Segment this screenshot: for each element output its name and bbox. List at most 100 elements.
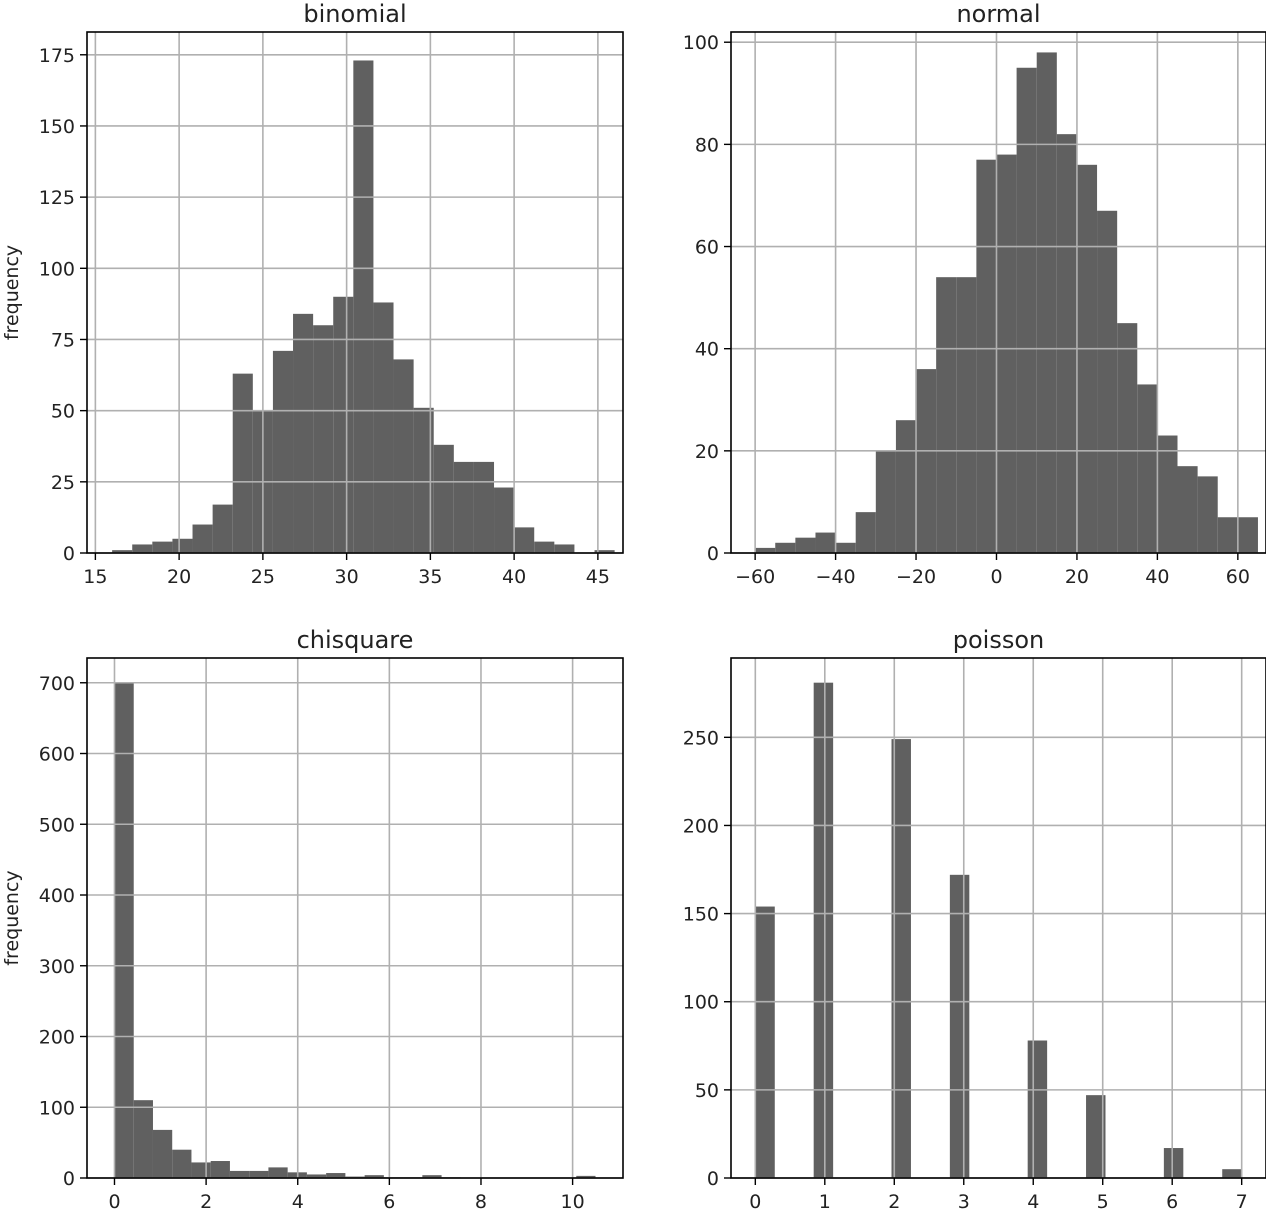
x-tick-label: 35 xyxy=(418,566,442,588)
x-tick-label: 30 xyxy=(335,566,359,588)
histogram-bar xyxy=(514,527,535,553)
histogram-bar xyxy=(306,1174,327,1178)
histogram-bar xyxy=(875,450,896,553)
histogram-bar xyxy=(1097,210,1118,553)
y-tick-label: 300 xyxy=(39,956,75,978)
histogram-bar xyxy=(413,407,434,553)
histogram-bar xyxy=(333,296,354,553)
y-tick-label: 50 xyxy=(51,401,75,423)
histogram-bar xyxy=(1197,476,1218,553)
panel-chisquare: 0 2 4 6 8 100100200300400500600700chisquarefr… xyxy=(1,626,624,1210)
histogram-bar xyxy=(1137,384,1158,553)
histogram-bar xyxy=(210,1161,230,1178)
x-tick-label: 60 xyxy=(1226,566,1250,588)
histogram-bar xyxy=(855,512,876,553)
histogram-bar xyxy=(229,1170,250,1178)
y-tick-label: 100 xyxy=(39,258,75,280)
x-tick-label: −40 xyxy=(816,566,856,588)
x-tick-label: −60 xyxy=(735,566,775,588)
y-tick-label: 0 xyxy=(707,1168,719,1190)
y-tick-label: 100 xyxy=(683,992,719,1014)
x-tick-label: 0 xyxy=(108,1191,120,1210)
histogram-bar xyxy=(433,444,454,553)
histogram-bar xyxy=(192,524,213,553)
histogram-bar xyxy=(949,874,970,1178)
x-tick-label: 6 xyxy=(383,1191,395,1210)
y-tick-label: 150 xyxy=(683,904,719,926)
panel-binomial: 15 20 25 30 35 40 45 0 25 50 75 100 125 150 175 binomia… xyxy=(1,0,624,588)
histogram-bar xyxy=(1036,52,1057,554)
bars xyxy=(755,52,1258,554)
histogram-bar xyxy=(576,1175,596,1178)
histogram-bar xyxy=(1117,323,1138,553)
histogram-bar xyxy=(976,159,997,553)
y-tick-label: 600 xyxy=(39,744,75,766)
y-tick-label: 100 xyxy=(39,1097,75,1119)
y-tick-label: 80 xyxy=(695,134,719,156)
x-tick-label: 8 xyxy=(475,1191,487,1210)
histogram-bar xyxy=(936,277,957,553)
bars xyxy=(112,60,615,554)
y-tick-label: 150 xyxy=(39,116,75,138)
histogram-bar xyxy=(191,1162,211,1178)
histogram-bar xyxy=(373,302,394,553)
y-tick-label: 700 xyxy=(39,673,75,695)
y-tick-label: 75 xyxy=(51,329,75,351)
y-tick-label: 100 xyxy=(683,32,719,54)
y-tick-label: 0 xyxy=(63,1168,75,1190)
y-tick-label: 60 xyxy=(695,237,719,259)
histogram-bar xyxy=(326,1173,346,1178)
chart-title: chisquare xyxy=(297,626,414,654)
axes-frame xyxy=(730,657,1266,1179)
x-tick-label: −20 xyxy=(896,566,936,588)
histogram-bar xyxy=(1056,134,1077,553)
histogram-bar xyxy=(268,1167,288,1178)
bars xyxy=(755,682,1242,1178)
histogram-bar xyxy=(755,547,776,553)
x-tick-label: 6 xyxy=(1166,1191,1178,1210)
chart-title: binomial xyxy=(303,0,406,28)
histogram-bar xyxy=(353,60,374,554)
histogram-bar xyxy=(594,550,615,553)
chart-title: poisson xyxy=(953,626,1045,654)
y-tick-label: 200 xyxy=(683,815,719,837)
x-tick-label: 7 xyxy=(1236,1191,1248,1210)
histogram-bar xyxy=(132,544,153,553)
histogram-bar xyxy=(114,682,134,1178)
panel-normal: −60 −40 −20 0 20 40 60 0 20 40 60 80 100 normal xyxy=(683,0,1266,588)
y-tick-label: 40 xyxy=(695,339,719,361)
histogram-bar xyxy=(1217,517,1238,553)
x-tick-label: 10 xyxy=(561,1191,585,1210)
histogram-bar xyxy=(232,373,253,553)
y-tick-label: 175 xyxy=(39,45,75,67)
histogram-bar xyxy=(212,504,233,553)
histogram-bar xyxy=(996,154,1017,553)
histogram-bar xyxy=(1222,1169,1242,1178)
histogram-bar xyxy=(313,325,334,553)
y-tick-label: 200 xyxy=(39,1027,75,1049)
histogram-bar xyxy=(152,1129,173,1178)
histogram-bar xyxy=(152,541,173,553)
histogram-bar xyxy=(1027,1040,1048,1178)
histogram-bar xyxy=(364,1175,384,1178)
histogram-bar xyxy=(956,277,977,553)
histogram-bar xyxy=(1076,164,1098,553)
y-tick-label: 0 xyxy=(707,543,719,565)
histogram-bar xyxy=(916,369,937,553)
histogram-bar xyxy=(272,350,294,553)
histogram-bar xyxy=(172,538,193,553)
y-tick-label: 500 xyxy=(39,814,75,836)
histogram-bar xyxy=(835,542,856,553)
histogram-bar xyxy=(293,313,314,553)
histogram-bar xyxy=(112,550,133,553)
x-tick-label: 40 xyxy=(502,566,526,588)
x-tick-label: 3 xyxy=(958,1191,970,1210)
histogram-bar xyxy=(1086,1095,1106,1178)
histogram-bar xyxy=(755,906,775,1178)
histogram-bar xyxy=(133,1100,153,1178)
histogram-bar xyxy=(775,542,796,553)
x-tick-label: 40 xyxy=(1145,566,1169,588)
histogram-bar xyxy=(554,544,575,553)
y-axis-label: frequency xyxy=(1,870,23,965)
histogram-bar xyxy=(422,1175,442,1178)
